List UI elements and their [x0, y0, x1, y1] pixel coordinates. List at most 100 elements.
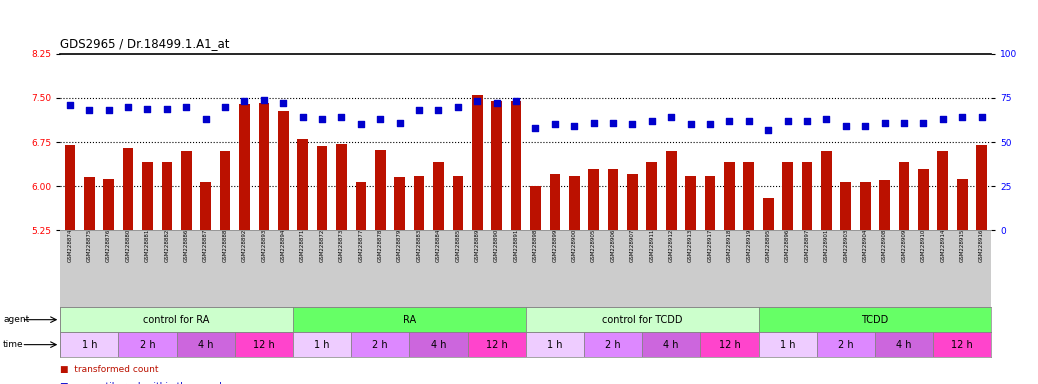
- Bar: [351, 332, 409, 357]
- Bar: [181, 151, 192, 230]
- Bar: [122, 148, 134, 230]
- Text: 2 h: 2 h: [373, 339, 388, 350]
- Point: [488, 100, 504, 106]
- Bar: [759, 307, 991, 332]
- Point: [682, 121, 699, 127]
- Point: [760, 127, 776, 133]
- Point: [644, 118, 660, 124]
- Bar: [977, 145, 987, 230]
- Bar: [472, 95, 483, 230]
- Bar: [841, 182, 851, 230]
- Point: [391, 119, 408, 126]
- Text: 4 h: 4 h: [896, 339, 911, 350]
- Point: [857, 123, 874, 129]
- Point: [798, 118, 815, 124]
- Point: [372, 116, 388, 122]
- Bar: [60, 307, 293, 332]
- Bar: [607, 169, 619, 230]
- Bar: [937, 151, 948, 230]
- Bar: [725, 162, 735, 230]
- Bar: [801, 162, 813, 230]
- Bar: [933, 332, 991, 357]
- Point: [430, 107, 446, 113]
- Bar: [859, 182, 871, 230]
- Text: ■  percentile rank within the sample: ■ percentile rank within the sample: [60, 382, 227, 384]
- Text: control for RA: control for RA: [143, 314, 210, 325]
- Point: [101, 107, 117, 113]
- Bar: [759, 332, 817, 357]
- Point: [177, 104, 194, 110]
- Text: 12 h: 12 h: [486, 339, 508, 350]
- Text: 4 h: 4 h: [663, 339, 679, 350]
- Text: 2 h: 2 h: [605, 339, 621, 350]
- Point: [255, 97, 272, 103]
- Bar: [375, 150, 385, 230]
- Bar: [685, 175, 695, 230]
- Bar: [258, 103, 269, 230]
- Point: [81, 107, 98, 113]
- Point: [721, 118, 738, 124]
- Bar: [549, 174, 561, 230]
- Bar: [84, 177, 94, 230]
- Point: [566, 123, 582, 129]
- Bar: [647, 162, 657, 230]
- Bar: [60, 332, 118, 357]
- Bar: [817, 332, 875, 357]
- Bar: [783, 162, 793, 230]
- Bar: [525, 332, 584, 357]
- Bar: [220, 151, 230, 230]
- Point: [663, 114, 680, 121]
- Bar: [763, 198, 773, 230]
- Bar: [414, 175, 425, 230]
- Point: [237, 98, 253, 104]
- Point: [313, 116, 330, 122]
- Point: [411, 107, 428, 113]
- Bar: [743, 162, 755, 230]
- Bar: [293, 307, 525, 332]
- Point: [896, 119, 912, 126]
- Point: [780, 118, 796, 124]
- Point: [449, 104, 466, 110]
- Bar: [356, 182, 366, 230]
- Bar: [569, 175, 579, 230]
- Bar: [957, 179, 967, 230]
- Bar: [705, 175, 715, 230]
- Bar: [589, 169, 599, 230]
- Bar: [235, 332, 293, 357]
- Text: ■  transformed count: ■ transformed count: [60, 366, 159, 374]
- Text: control for TCDD: control for TCDD: [602, 314, 682, 325]
- Bar: [584, 332, 643, 357]
- Text: RA: RA: [403, 314, 416, 325]
- Bar: [176, 332, 235, 357]
- Bar: [297, 139, 308, 230]
- Bar: [142, 162, 153, 230]
- Point: [838, 123, 854, 129]
- Bar: [64, 145, 75, 230]
- Bar: [918, 169, 929, 230]
- Point: [159, 106, 175, 112]
- Text: 12 h: 12 h: [253, 339, 275, 350]
- Point: [527, 125, 544, 131]
- Bar: [530, 186, 541, 230]
- Bar: [627, 174, 637, 230]
- Bar: [701, 332, 759, 357]
- Bar: [899, 162, 909, 230]
- Point: [702, 121, 718, 127]
- Point: [275, 100, 292, 106]
- Bar: [336, 144, 347, 230]
- Point: [876, 119, 893, 126]
- Text: 1 h: 1 h: [780, 339, 795, 350]
- Point: [818, 116, 835, 122]
- Bar: [118, 332, 176, 357]
- Text: TCDD: TCDD: [862, 314, 889, 325]
- Point: [974, 114, 990, 121]
- Bar: [278, 111, 289, 230]
- Bar: [525, 307, 759, 332]
- Point: [624, 121, 640, 127]
- Point: [954, 114, 971, 121]
- Point: [217, 104, 234, 110]
- Bar: [162, 162, 172, 230]
- Bar: [666, 151, 677, 230]
- Bar: [200, 182, 211, 230]
- Text: 12 h: 12 h: [718, 339, 740, 350]
